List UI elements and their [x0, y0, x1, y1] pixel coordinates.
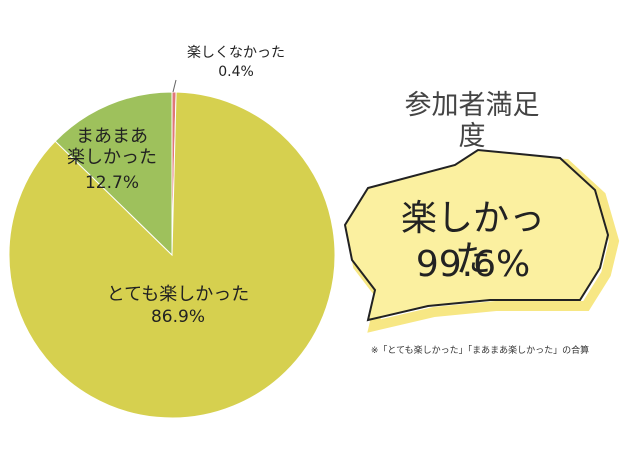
footnote: ※「とても楽しかった」「まあまあ楽しかった」の合算: [370, 346, 590, 356]
slice-label: とても楽しかった: [106, 284, 250, 305]
slice-value-label: 12.7%: [84, 173, 140, 193]
speech-bubble: [343, 148, 610, 322]
annotation: 99.6%: [415, 244, 531, 285]
chart-title: 参加者満足度: [404, 90, 540, 153]
slice-label: まあまあ 楽しかった: [67, 126, 157, 168]
leader-line: [172, 79, 177, 93]
pie: [8, 91, 336, 419]
slice-value-label: 86.9%: [150, 307, 206, 327]
slice-label: 楽しくなかった: [187, 45, 285, 61]
slice-value-label: 0.4%: [218, 64, 254, 80]
annotation: 楽しかった: [400, 198, 545, 281]
pie-slice: [54, 91, 173, 257]
